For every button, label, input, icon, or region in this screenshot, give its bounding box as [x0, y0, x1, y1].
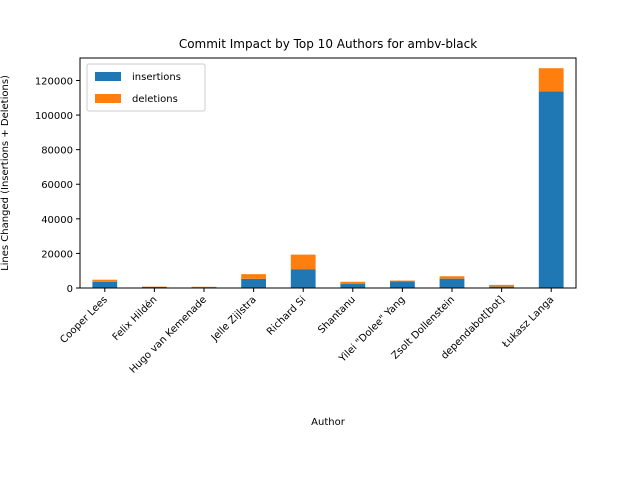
bar-deletions-4: [290, 254, 316, 270]
x-tick-label: Jelle Zijlstra: [209, 294, 259, 344]
legend: insertions deletions: [86, 63, 206, 112]
y-tick-label: 80000: [41, 146, 73, 157]
y-tick-label: 60000: [41, 180, 73, 191]
bar-deletions-5: [340, 281, 366, 285]
bar-deletions-8: [489, 284, 514, 287]
x-tick-label: Shantanu: [316, 294, 358, 336]
bar-insertions-4: [290, 269, 316, 288]
bar-insertions-6: [390, 281, 415, 288]
x-axis-label: Author: [311, 417, 346, 428]
x-tick-label: Łukasz Langa: [500, 294, 556, 350]
x-tick-label: Richard Si: [265, 294, 308, 337]
legend-swatch-deletions: [95, 94, 121, 103]
legend-swatch-insertions: [95, 72, 121, 81]
y-tick-label: 40000: [41, 215, 73, 226]
x-tick-label: Felix Hildén: [110, 294, 159, 343]
bar-insertions-5: [340, 284, 366, 288]
bar-insertions-0: [92, 281, 118, 288]
bar-insertions-9: [538, 91, 564, 288]
y-axis-label: Lines Changed (Insertions + Deletions): [0, 75, 11, 271]
bar-insertions-8: [489, 286, 514, 288]
bar-deletions-9: [538, 68, 564, 92]
y-axis: 0 20000 40000 60000 80000 100000 120000: [35, 76, 80, 295]
y-tick-label: 100000: [35, 111, 73, 122]
bar-deletions-7: [439, 276, 465, 279]
chart-title: Commit Impact by Top 10 Authors for ambv…: [179, 37, 477, 51]
bar-insertions-1: [142, 286, 167, 288]
y-tick-label: 120000: [35, 76, 73, 87]
legend-label-deletions: deletions: [132, 94, 178, 105]
bar-deletions-3: [241, 274, 266, 279]
y-tick-label: 0: [67, 284, 73, 295]
bars-group: [92, 68, 564, 288]
legend-label-insertions: insertions: [132, 72, 181, 83]
bar-insertions-3: [241, 278, 266, 288]
y-tick-label: 20000: [41, 249, 73, 260]
bar-deletions-0: [92, 279, 118, 282]
bar-deletions-6: [390, 280, 415, 282]
plot-frame: [79, 57, 577, 289]
bar-insertions-7: [439, 278, 465, 288]
x-tick-label: Cooper Lees: [58, 294, 110, 346]
